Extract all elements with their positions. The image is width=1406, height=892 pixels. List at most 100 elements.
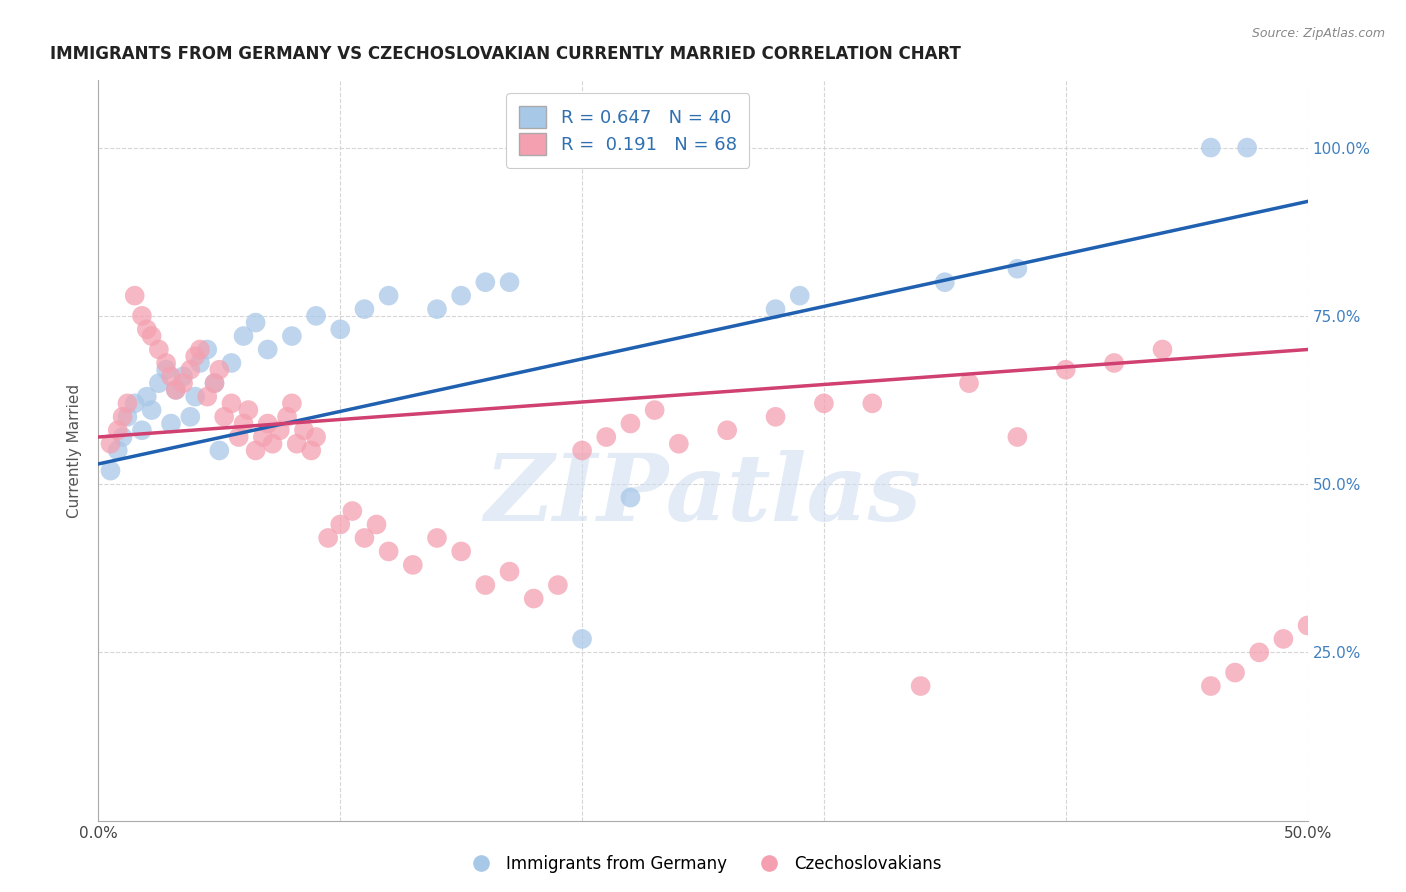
- Point: [262, 436, 284, 450]
- Point: [789, 288, 811, 302]
- Point: [204, 376, 226, 391]
- Point: [179, 409, 201, 424]
- Point: [1199, 679, 1222, 693]
- Point: [1007, 261, 1029, 276]
- Point: [184, 390, 207, 404]
- Point: [281, 396, 304, 410]
- Point: [131, 423, 153, 437]
- Text: ZIPatlas: ZIPatlas: [485, 450, 921, 540]
- Point: [141, 403, 163, 417]
- Point: [256, 343, 278, 357]
- Point: [1249, 645, 1271, 659]
- Point: [135, 322, 157, 336]
- Point: [281, 329, 304, 343]
- Point: [668, 436, 690, 450]
- Point: [474, 578, 496, 592]
- Point: [155, 362, 177, 376]
- Point: [342, 504, 364, 518]
- Point: [100, 464, 122, 478]
- Point: [111, 430, 134, 444]
- Point: [619, 417, 641, 431]
- Point: [316, 531, 339, 545]
- Point: [245, 316, 267, 330]
- Point: [195, 390, 218, 404]
- Point: [245, 443, 267, 458]
- Point: [523, 591, 546, 606]
- Point: [498, 565, 520, 579]
- Point: [329, 322, 352, 336]
- Point: [232, 417, 254, 431]
- Point: [155, 356, 177, 370]
- Y-axis label: Currently Married: Currently Married: [67, 384, 83, 517]
- Point: [117, 396, 139, 410]
- Point: [148, 376, 170, 391]
- Point: [165, 383, 187, 397]
- Point: [377, 288, 399, 302]
- Point: [1223, 665, 1246, 680]
- Point: [329, 517, 352, 532]
- Point: [276, 409, 298, 424]
- Point: [172, 369, 194, 384]
- Point: [238, 403, 260, 417]
- Point: [124, 396, 146, 410]
- Point: [910, 679, 932, 693]
- Point: [957, 376, 980, 391]
- Point: [135, 390, 157, 404]
- Point: [1199, 140, 1222, 154]
- Point: [353, 302, 375, 317]
- Point: [934, 275, 956, 289]
- Point: [179, 362, 201, 376]
- Point: [644, 403, 666, 417]
- Point: [232, 329, 254, 343]
- Point: [765, 302, 787, 317]
- Point: [595, 430, 617, 444]
- Point: [1296, 618, 1319, 632]
- Point: [299, 443, 322, 458]
- Point: [221, 356, 243, 370]
- Point: [813, 396, 835, 410]
- Point: [256, 417, 278, 431]
- Legend: Immigrants from Germany, Czechoslovakians: Immigrants from Germany, Czechoslovakian…: [458, 848, 948, 880]
- Point: [117, 409, 139, 424]
- Text: Source: ZipAtlas.com: Source: ZipAtlas.com: [1251, 27, 1385, 40]
- Point: [188, 356, 211, 370]
- Point: [547, 578, 569, 592]
- Point: [571, 632, 593, 646]
- Point: [111, 409, 134, 424]
- Point: [148, 343, 170, 357]
- Point: [1236, 140, 1258, 154]
- Point: [1054, 362, 1077, 376]
- Point: [141, 329, 163, 343]
- Point: [765, 409, 787, 424]
- Point: [208, 443, 231, 458]
- Text: IMMIGRANTS FROM GERMANY VS CZECHOSLOVAKIAN CURRENTLY MARRIED CORRELATION CHART: IMMIGRANTS FROM GERMANY VS CZECHOSLOVAKI…: [51, 45, 960, 63]
- Point: [292, 423, 315, 437]
- Point: [221, 396, 243, 410]
- Point: [1007, 430, 1029, 444]
- Point: [285, 436, 308, 450]
- Point: [107, 443, 129, 458]
- Point: [1152, 343, 1174, 357]
- Point: [1102, 356, 1125, 370]
- Point: [228, 430, 250, 444]
- Point: [269, 423, 291, 437]
- Point: [172, 376, 194, 391]
- Point: [402, 558, 425, 572]
- Legend: R = 0.647   N = 40, R =  0.191   N = 68: R = 0.647 N = 40, R = 0.191 N = 68: [506, 93, 749, 168]
- Point: [426, 531, 449, 545]
- Point: [366, 517, 388, 532]
- Point: [100, 436, 122, 450]
- Point: [377, 544, 399, 558]
- Point: [426, 302, 449, 317]
- Point: [474, 275, 496, 289]
- Point: [160, 369, 183, 384]
- Point: [184, 349, 207, 363]
- Point: [450, 288, 472, 302]
- Point: [188, 343, 211, 357]
- Point: [305, 309, 328, 323]
- Point: [619, 491, 641, 505]
- Point: [204, 376, 226, 391]
- Point: [571, 443, 593, 458]
- Point: [107, 423, 129, 437]
- Point: [1272, 632, 1295, 646]
